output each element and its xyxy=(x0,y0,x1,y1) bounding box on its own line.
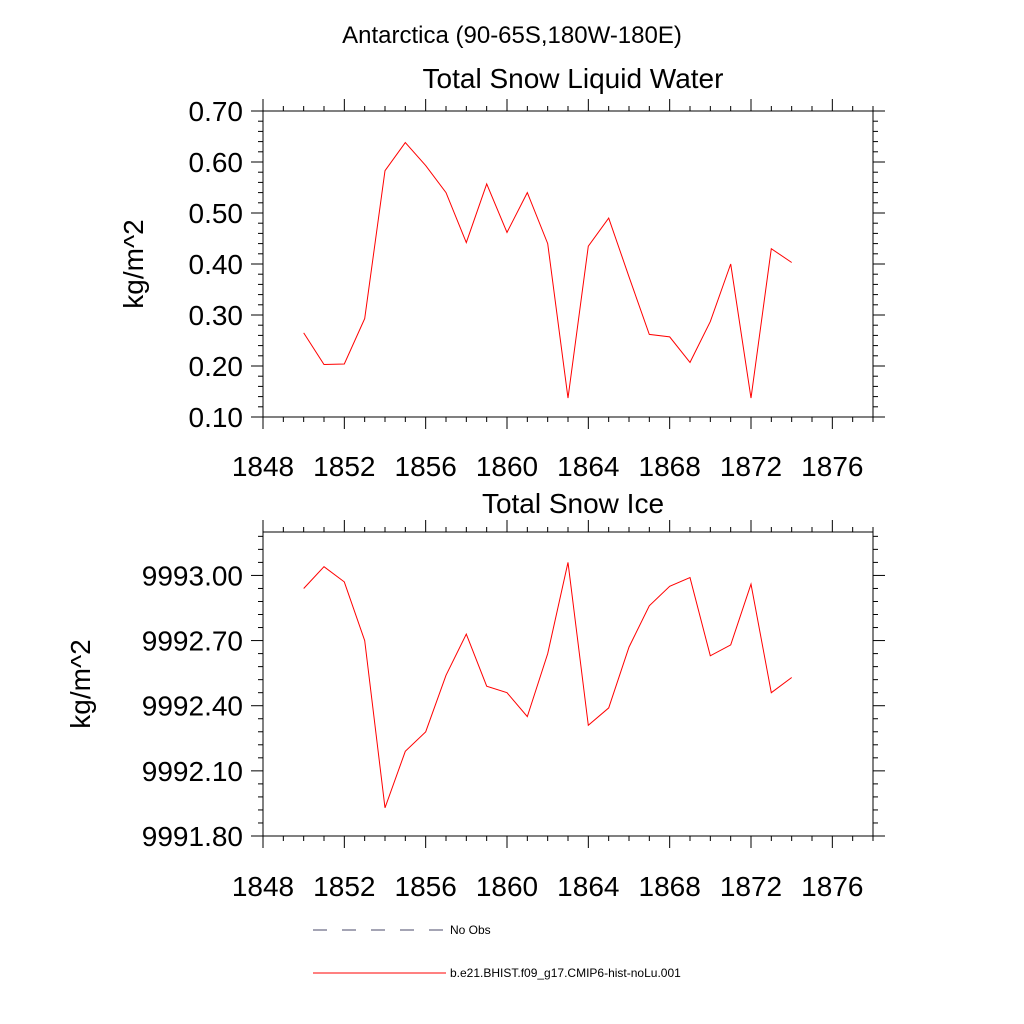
snow-ice-x-tick-label: 1860 xyxy=(476,871,538,902)
liquid-water-y-tick-label: 0.40 xyxy=(189,249,244,280)
snow-ice-y-tick-label: 9992.40 xyxy=(142,691,243,722)
snow-ice-x-tick-label: 1848 xyxy=(232,871,294,902)
liquid-water-series-line xyxy=(303,141,792,399)
legend-label-no-obs: No Obs xyxy=(450,923,491,937)
snow-ice-x-tick-label: 1868 xyxy=(639,871,701,902)
snow-ice-x-tick-label: 1852 xyxy=(313,871,375,902)
liquid-water-x-tick-label: 1876 xyxy=(801,451,863,482)
liquid-water-x-tick-label: 1868 xyxy=(639,451,701,482)
legend: No Obs b.e21.BHIST.f09_g17.CMIP6-hist-no… xyxy=(313,923,681,980)
liquid-water-y-axis-label: kg/m^2 xyxy=(118,219,149,308)
liquid-water-y-tick-label: 0.60 xyxy=(189,147,244,178)
figure-supertitle: Antarctica (90-65S,180W-180E) xyxy=(342,22,682,49)
snow-ice-x-tick-label: 1864 xyxy=(557,871,619,902)
snow-ice-plot-frame xyxy=(262,531,874,837)
snow-ice-x-tick-label: 1856 xyxy=(395,871,457,902)
snow-ice-series-line xyxy=(303,562,792,808)
snow-ice-y-tick-label: 9992.70 xyxy=(142,626,243,657)
liquid-water-x-tick-label: 1872 xyxy=(720,451,782,482)
liquid-water-x-tick-label: 1856 xyxy=(395,451,457,482)
snow-ice-x-tick-label: 1876 xyxy=(801,871,863,902)
snow-ice-x-tick-label: 1872 xyxy=(720,871,782,902)
snow-ice-panel: Total Snow Ice kg/m^2 1848 1852 1856 1860 1864… xyxy=(65,488,885,902)
snow-ice-y-axis-label: kg/m^2 xyxy=(65,639,96,728)
liquid-water-y-tick-label: 0.30 xyxy=(189,300,244,331)
liquid-water-y-tick-label: 0.70 xyxy=(189,96,244,127)
liquid-water-x-tick-label: 1848 xyxy=(232,451,294,482)
liquid-water-plot-frame xyxy=(262,110,874,418)
liquid-water-y-tick-label: 0.50 xyxy=(189,198,244,229)
liquid-water-x-tick-label: 1864 xyxy=(557,451,619,482)
liquid-water-y-tick-label: 0.20 xyxy=(189,351,244,382)
snow-ice-y-tick-label: 9992.10 xyxy=(142,756,243,787)
liquid-water-x-tick-label: 1860 xyxy=(476,451,538,482)
liquid-water-y-tick-label: 0.10 xyxy=(189,402,244,433)
snow-ice-chart-title: Total Snow Ice xyxy=(482,488,664,519)
snow-ice-y-tick-label: 9991.80 xyxy=(142,821,243,852)
liquid-water-panel: Total Snow Liquid Water kg/m^2 1848 1852 185… xyxy=(118,63,885,482)
snow-ice-y-tick-label: 9993.00 xyxy=(142,560,243,591)
liquid-water-x-tick-label: 1852 xyxy=(313,451,375,482)
legend-label-model-run: b.e21.BHIST.f09_g17.CMIP6-hist-noLu.001 xyxy=(450,966,681,980)
liquid-water-chart-title: Total Snow Liquid Water xyxy=(423,63,724,94)
